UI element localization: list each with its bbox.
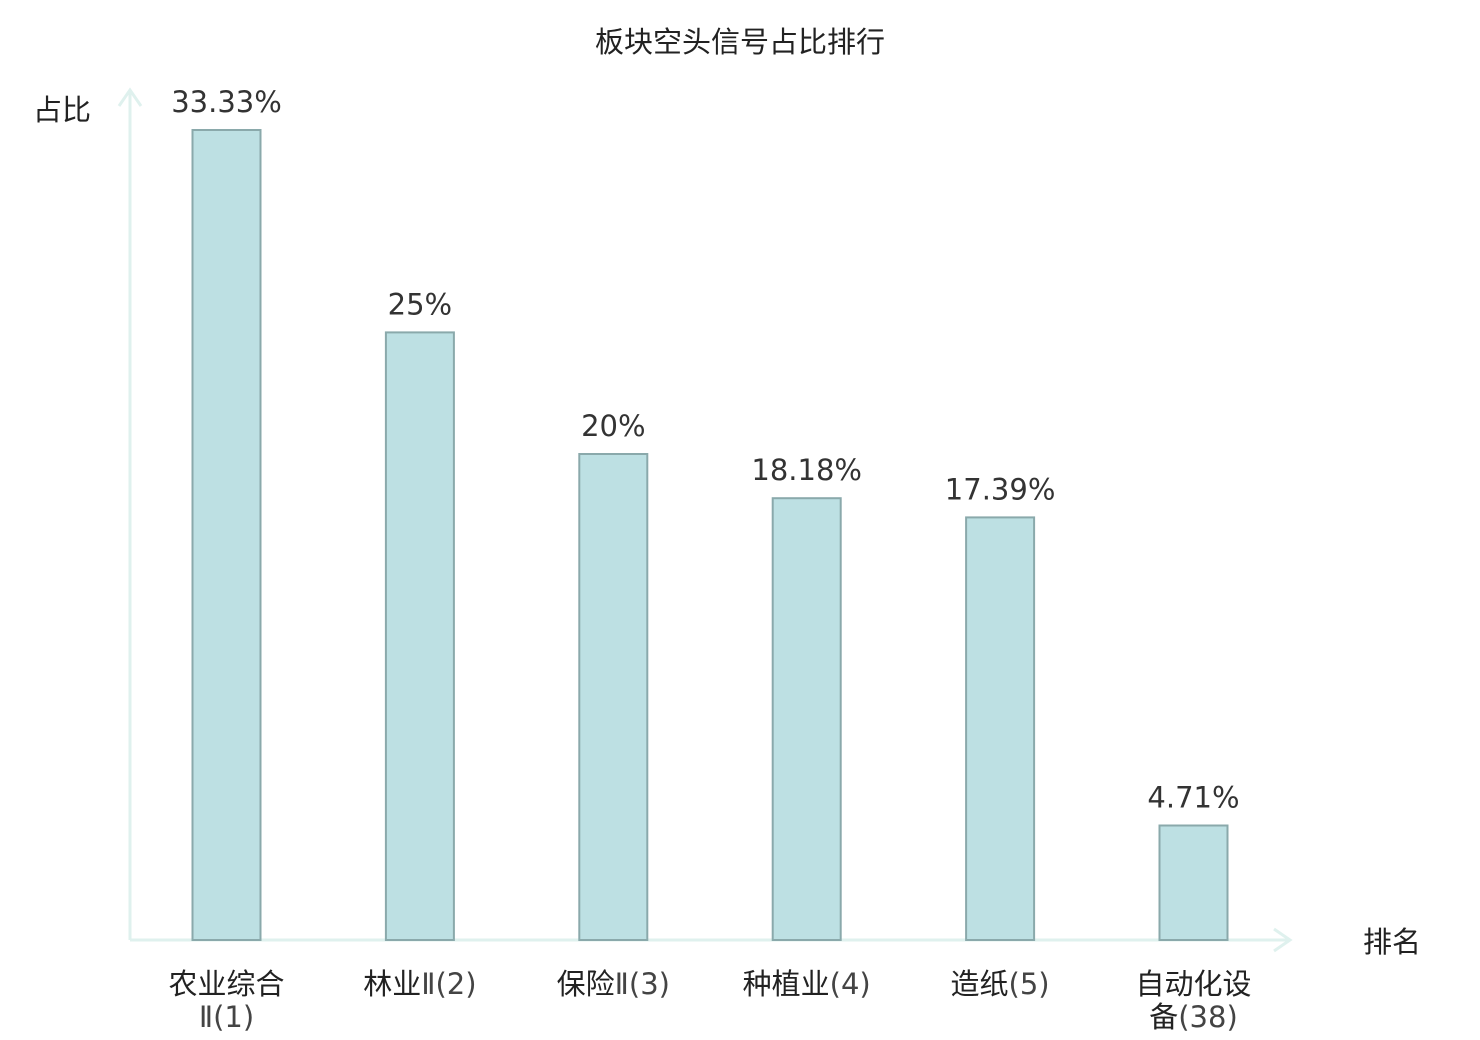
bar-4 <box>771 497 842 941</box>
category-rank: Ⅱ(2) <box>421 967 476 1001</box>
bar-6 <box>1158 824 1229 941</box>
bar-1 <box>191 129 262 941</box>
value-label-1: 33.33% <box>171 85 282 119</box>
y-axis-arrow <box>117 87 143 107</box>
category-label-6-line-1: 自动化设 <box>1135 967 1251 1001</box>
category-label-4-line-1: 种植业(4) <box>743 967 871 1001</box>
bar-series <box>191 129 1229 942</box>
category-rank: (5) <box>1009 967 1050 1001</box>
category-name: 造纸 <box>951 967 1009 1001</box>
value-labels: 33.33% 25% 20% 18.18% 17.39% 4.71% <box>171 85 1239 815</box>
bar-3 <box>578 453 649 941</box>
value-label-5: 17.39% <box>945 472 1056 506</box>
category-name: 备 <box>1149 1000 1178 1034</box>
category-label-2-line-1: 林业Ⅱ(2) <box>363 967 476 1001</box>
category-rank: Ⅱ(3) <box>615 967 670 1001</box>
bar-2 <box>384 331 455 941</box>
value-label-4: 18.18% <box>751 453 862 487</box>
x-axis-arrow <box>1273 927 1293 953</box>
category-name: 自动化设 <box>1135 967 1251 1001</box>
category-rank: (38) <box>1178 1000 1238 1034</box>
category-label-6-line-2: 备(38) <box>1149 1000 1238 1034</box>
category-label-5-line-1: 造纸(5) <box>951 967 1050 1001</box>
category-rank: Ⅱ(1) <box>199 1000 254 1034</box>
chart-title: 板块空头信号占比排行 <box>595 25 885 59</box>
category-rank: (4) <box>830 967 871 1001</box>
category-label-3-line-1: 保险Ⅱ(3) <box>557 967 670 1001</box>
category-name: 农业综合 <box>168 967 284 1001</box>
value-label-2: 25% <box>388 287 452 321</box>
bar-5 <box>965 516 1036 942</box>
category-name: 保险 <box>557 967 615 1001</box>
category-name: 林业 <box>363 967 421 1001</box>
value-label-6: 4.71% <box>1147 781 1239 815</box>
value-label-3: 20% <box>581 409 645 443</box>
category-name: 种植业 <box>743 967 830 1001</box>
axes <box>117 87 1293 953</box>
category-label-1-line-1: 农业综合 <box>168 967 284 1001</box>
y-axis-label: 占比 <box>33 93 91 127</box>
x-axis-label: 排名 <box>1363 925 1421 959</box>
category-label-1-line-2: Ⅱ(1) <box>199 1000 254 1034</box>
